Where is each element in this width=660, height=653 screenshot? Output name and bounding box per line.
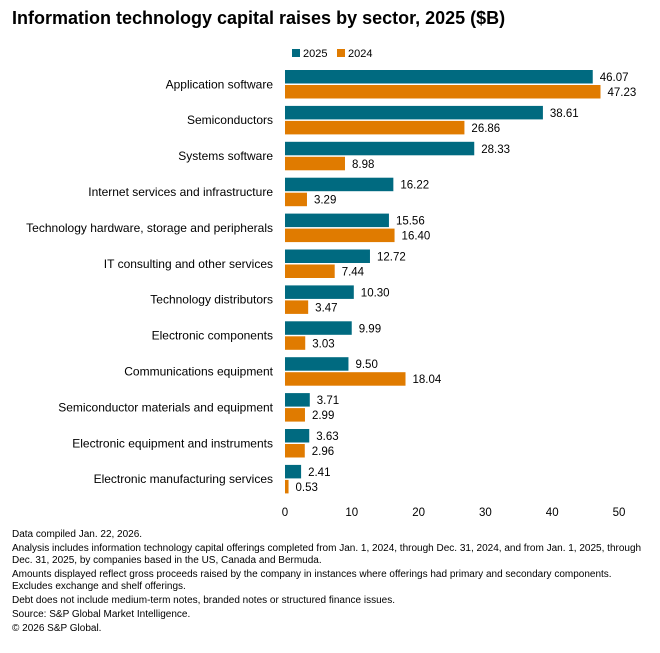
category-label: IT consulting and other services: [104, 257, 273, 271]
category-label: Electronic components: [152, 329, 273, 343]
value-label-2024: 0.53: [296, 482, 318, 494]
value-label-2025: 2.41: [308, 467, 330, 479]
bar-2025: [285, 357, 349, 371]
value-label-2025: 28.33: [481, 144, 510, 156]
value-label-2024: 7.44: [342, 267, 365, 279]
bar-2024: [285, 479, 289, 494]
category-label: Internet services and infrastructure: [88, 185, 273, 199]
value-label-2025: 46.07: [600, 72, 629, 84]
bar-2025: [285, 249, 370, 263]
category-label: Semiconductors: [187, 113, 273, 127]
value-label-2025: 15.56: [396, 216, 425, 228]
x-tick-label: 10: [345, 507, 358, 519]
category-label: Semiconductor materials and equipment: [58, 400, 273, 414]
bar-2025: [285, 285, 354, 299]
value-label-2024: 18.04: [413, 374, 442, 386]
bar-chart: 2025 2024 Application software 46.07 47.23 Se…: [26, 48, 636, 519]
x-tick-label: 30: [479, 507, 492, 519]
legend-swatch-2024: [337, 49, 345, 57]
bar-2024: [285, 120, 465, 135]
category-label: Systems software: [178, 149, 273, 163]
note-amounts: Amounts displayed reflect gross proceeds…: [12, 569, 612, 592]
note-source: Source: S&P Global Market Intelligence.: [12, 609, 191, 620]
value-label-2024: 3.03: [312, 338, 334, 350]
bar-2024: [285, 192, 307, 207]
legend-label-2024: 2024: [348, 48, 372, 60]
bar-2025: [285, 393, 310, 407]
category-label: Application software: [166, 77, 274, 91]
bar-2024: [285, 85, 601, 99]
bar-2024: [285, 264, 335, 278]
x-tick-label: 40: [546, 507, 559, 519]
value-label-2024: 47.23: [607, 87, 636, 99]
bar-2024: [285, 228, 395, 243]
bar-2025: [285, 429, 310, 443]
bar-2025: [285, 105, 543, 120]
value-label-2024: 3.29: [314, 195, 336, 207]
value-label-2024: 16.40: [402, 231, 431, 243]
value-label-2024: 2.96: [312, 446, 334, 458]
value-label-2025: 9.99: [359, 323, 381, 335]
category-label: Electronic manufacturing services: [94, 472, 273, 486]
bar-2025: [285, 177, 394, 192]
legend-label-2025: 2025: [303, 48, 327, 60]
category-label: Electronic equipment and instruments: [72, 436, 273, 450]
note-analysis: Analysis includes information technology…: [12, 543, 642, 566]
x-tick-label: 20: [412, 507, 425, 519]
bar-2024: [285, 444, 305, 458]
value-label-2025: 38.61: [550, 108, 579, 120]
value-label-2024: 3.47: [315, 302, 337, 314]
value-label-2025: 3.71: [317, 395, 339, 407]
bar-2025: [285, 213, 389, 228]
bar-2024: [285, 336, 306, 350]
bar-2025: [285, 141, 475, 156]
bar-2025: [285, 70, 593, 84]
category-label: Communications equipment: [124, 364, 273, 378]
value-label-2024: 26.86: [471, 123, 500, 135]
bar-2024: [285, 300, 309, 314]
note-compiled: Data compiled Jan. 22, 2026.: [12, 529, 143, 540]
bar-2024: [285, 372, 406, 386]
bar-2024: [285, 156, 345, 171]
category-label: Technology distributors: [150, 293, 273, 307]
chart-notes: Data compiled Jan. 22, 2026. Analysis in…: [12, 529, 648, 637]
x-tick-label: 0: [282, 507, 288, 519]
bar-2025: [285, 464, 302, 479]
value-label-2024: 2.99: [312, 410, 334, 422]
value-label-2025: 16.22: [400, 180, 429, 192]
value-label-2025: 12.72: [377, 252, 406, 264]
bar-2024: [285, 408, 305, 422]
value-label-2024: 8.98: [352, 159, 374, 171]
value-label-2025: 9.50: [355, 359, 377, 371]
note-debt: Debt does not include medium-term notes,…: [12, 595, 395, 606]
x-tick-label: 50: [613, 507, 626, 519]
legend-swatch-2025: [292, 49, 300, 57]
note-copyright: © 2026 S&P Global.: [12, 623, 102, 634]
category-label: Technology hardware, storage and periphe…: [26, 221, 273, 235]
chart-title: Information technology capital raises by…: [12, 8, 506, 28]
value-label-2025: 3.63: [316, 431, 338, 443]
value-label-2025: 10.30: [361, 287, 390, 299]
bar-2025: [285, 321, 352, 335]
